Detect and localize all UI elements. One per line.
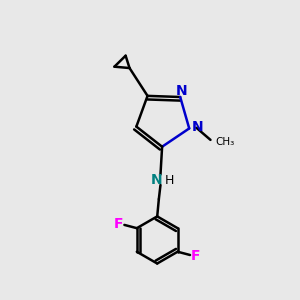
Text: F: F [191,249,200,263]
Text: N: N [151,173,162,188]
Text: N: N [176,84,188,98]
Text: N: N [192,120,203,134]
Text: CH₃: CH₃ [215,136,235,146]
Text: F: F [114,217,124,231]
Text: H: H [165,174,174,187]
